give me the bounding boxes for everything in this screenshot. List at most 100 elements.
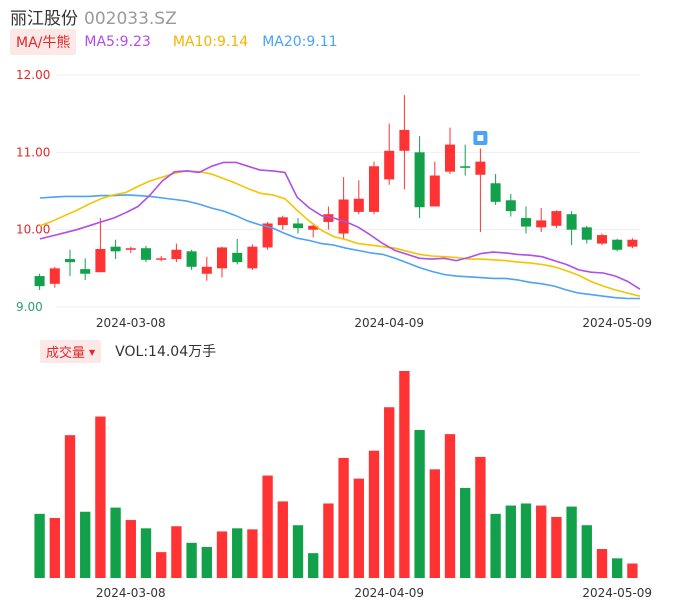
volume-bar [399, 371, 410, 578]
volume-bar [110, 507, 121, 578]
volume-bar [140, 528, 152, 578]
candle-body [627, 239, 638, 247]
candle-body [490, 183, 501, 202]
candle-body [323, 214, 334, 222]
volume-legend: 成交量 ▼ VOL:14.04万手 [40, 339, 217, 363]
volume-bar [627, 563, 638, 578]
volume-bar [460, 487, 471, 578]
candle-body [156, 258, 167, 260]
price-tick-label: 10.00 [16, 223, 50, 237]
volume-bar [80, 511, 91, 578]
price-tick-label: 12.00 [16, 68, 50, 82]
volume-date-tick-label: 2024-05-09 [582, 586, 652, 600]
volume-bar [581, 525, 592, 578]
candle-body [171, 249, 182, 260]
stock-header: 丽江股份 002033.SZ [10, 4, 177, 29]
volume-bar [490, 513, 501, 578]
candle-body [612, 239, 623, 250]
candle-body [566, 214, 577, 230]
candle-body [125, 248, 136, 250]
volume-bar [216, 531, 228, 578]
caret-down-icon: ▼ [89, 347, 96, 357]
ma10-value: MA10:9.14 [172, 34, 249, 50]
volume-bar [201, 546, 212, 578]
date-tick-label: 2024-04-09 [354, 316, 424, 330]
price-tick-label: 11.00 [16, 145, 50, 159]
volume-date-tick-label: 2024-03-08 [96, 586, 166, 600]
candle-body [520, 218, 532, 227]
ma20-value: MA20:9.11 [262, 34, 338, 50]
price-tick-label: 9.00 [16, 300, 43, 314]
candle-body [338, 199, 349, 234]
candle-body [429, 175, 440, 207]
candle-body [277, 217, 288, 226]
volume-bar [156, 552, 167, 578]
volume-bar [64, 435, 76, 578]
date-tick-label: 2024-03-08 [96, 316, 166, 330]
volume-date-tick-label: 2024-04-09 [354, 586, 424, 600]
ma10-line [39, 170, 641, 297]
volume-bar [292, 525, 304, 578]
candle-body [536, 220, 547, 228]
candle-body [292, 223, 304, 229]
ma5-line [39, 161, 641, 290]
event-marker-icon [473, 131, 488, 145]
volume-bar [49, 517, 60, 578]
candle-body [110, 246, 121, 252]
volume-bar [429, 469, 440, 578]
candle-body [581, 227, 592, 240]
volume-bar [338, 457, 349, 578]
candle-body [232, 252, 243, 263]
candle-body [64, 259, 76, 263]
candle-body [308, 225, 319, 230]
candle-body [460, 166, 471, 168]
candle-body [353, 198, 364, 212]
candle-body [34, 276, 45, 287]
candle-body [247, 246, 258, 269]
marker-glyph [477, 135, 484, 141]
volume-bar [444, 434, 456, 578]
date-tick-label: 2024-05-09 [582, 316, 652, 330]
volume-bar [34, 513, 45, 578]
volume-bar [475, 456, 486, 578]
ma-indicator-button[interactable]: MA/牛熊 [10, 29, 77, 55]
candle-body [186, 251, 197, 267]
candle-body [95, 249, 106, 273]
volume-bar [323, 503, 334, 578]
stock-name: 丽江股份 [10, 9, 78, 29]
ma5-value: MA5:9.23 [84, 34, 151, 50]
candle-body [414, 152, 425, 208]
candle-body [80, 269, 91, 274]
candle-body [505, 200, 516, 212]
volume-bar [232, 528, 243, 578]
volume-bar [353, 478, 364, 578]
volume-indicator-label: 成交量 [46, 345, 86, 361]
volume-bar [95, 416, 106, 578]
candle-body [551, 211, 562, 226]
volume-bar [414, 429, 425, 578]
volume-bar [566, 506, 577, 578]
ma20-line [39, 194, 640, 300]
candle-body [140, 248, 152, 260]
volume-bar [308, 553, 319, 578]
candle-body [262, 223, 273, 248]
volume-bar [536, 505, 547, 578]
candle-body [49, 268, 60, 284]
volume-bar [520, 503, 532, 578]
candle-body [444, 144, 456, 172]
volume-bar [262, 475, 273, 578]
stock-code: 002033.SZ [84, 9, 177, 29]
volume-bar [277, 501, 288, 578]
volume-bar [596, 549, 608, 578]
volume-indicator-button[interactable]: 成交量 ▼ [40, 339, 102, 363]
volume-bar [247, 529, 258, 578]
volume-bar [186, 542, 197, 578]
volume-bar [505, 505, 516, 578]
candle-body [596, 235, 608, 244]
volume-bar [384, 407, 395, 578]
candle-body [384, 150, 395, 180]
volume-value: VOL:14.04万手 [115, 344, 217, 360]
candle-body [368, 166, 380, 212]
volume-bar [171, 526, 182, 578]
